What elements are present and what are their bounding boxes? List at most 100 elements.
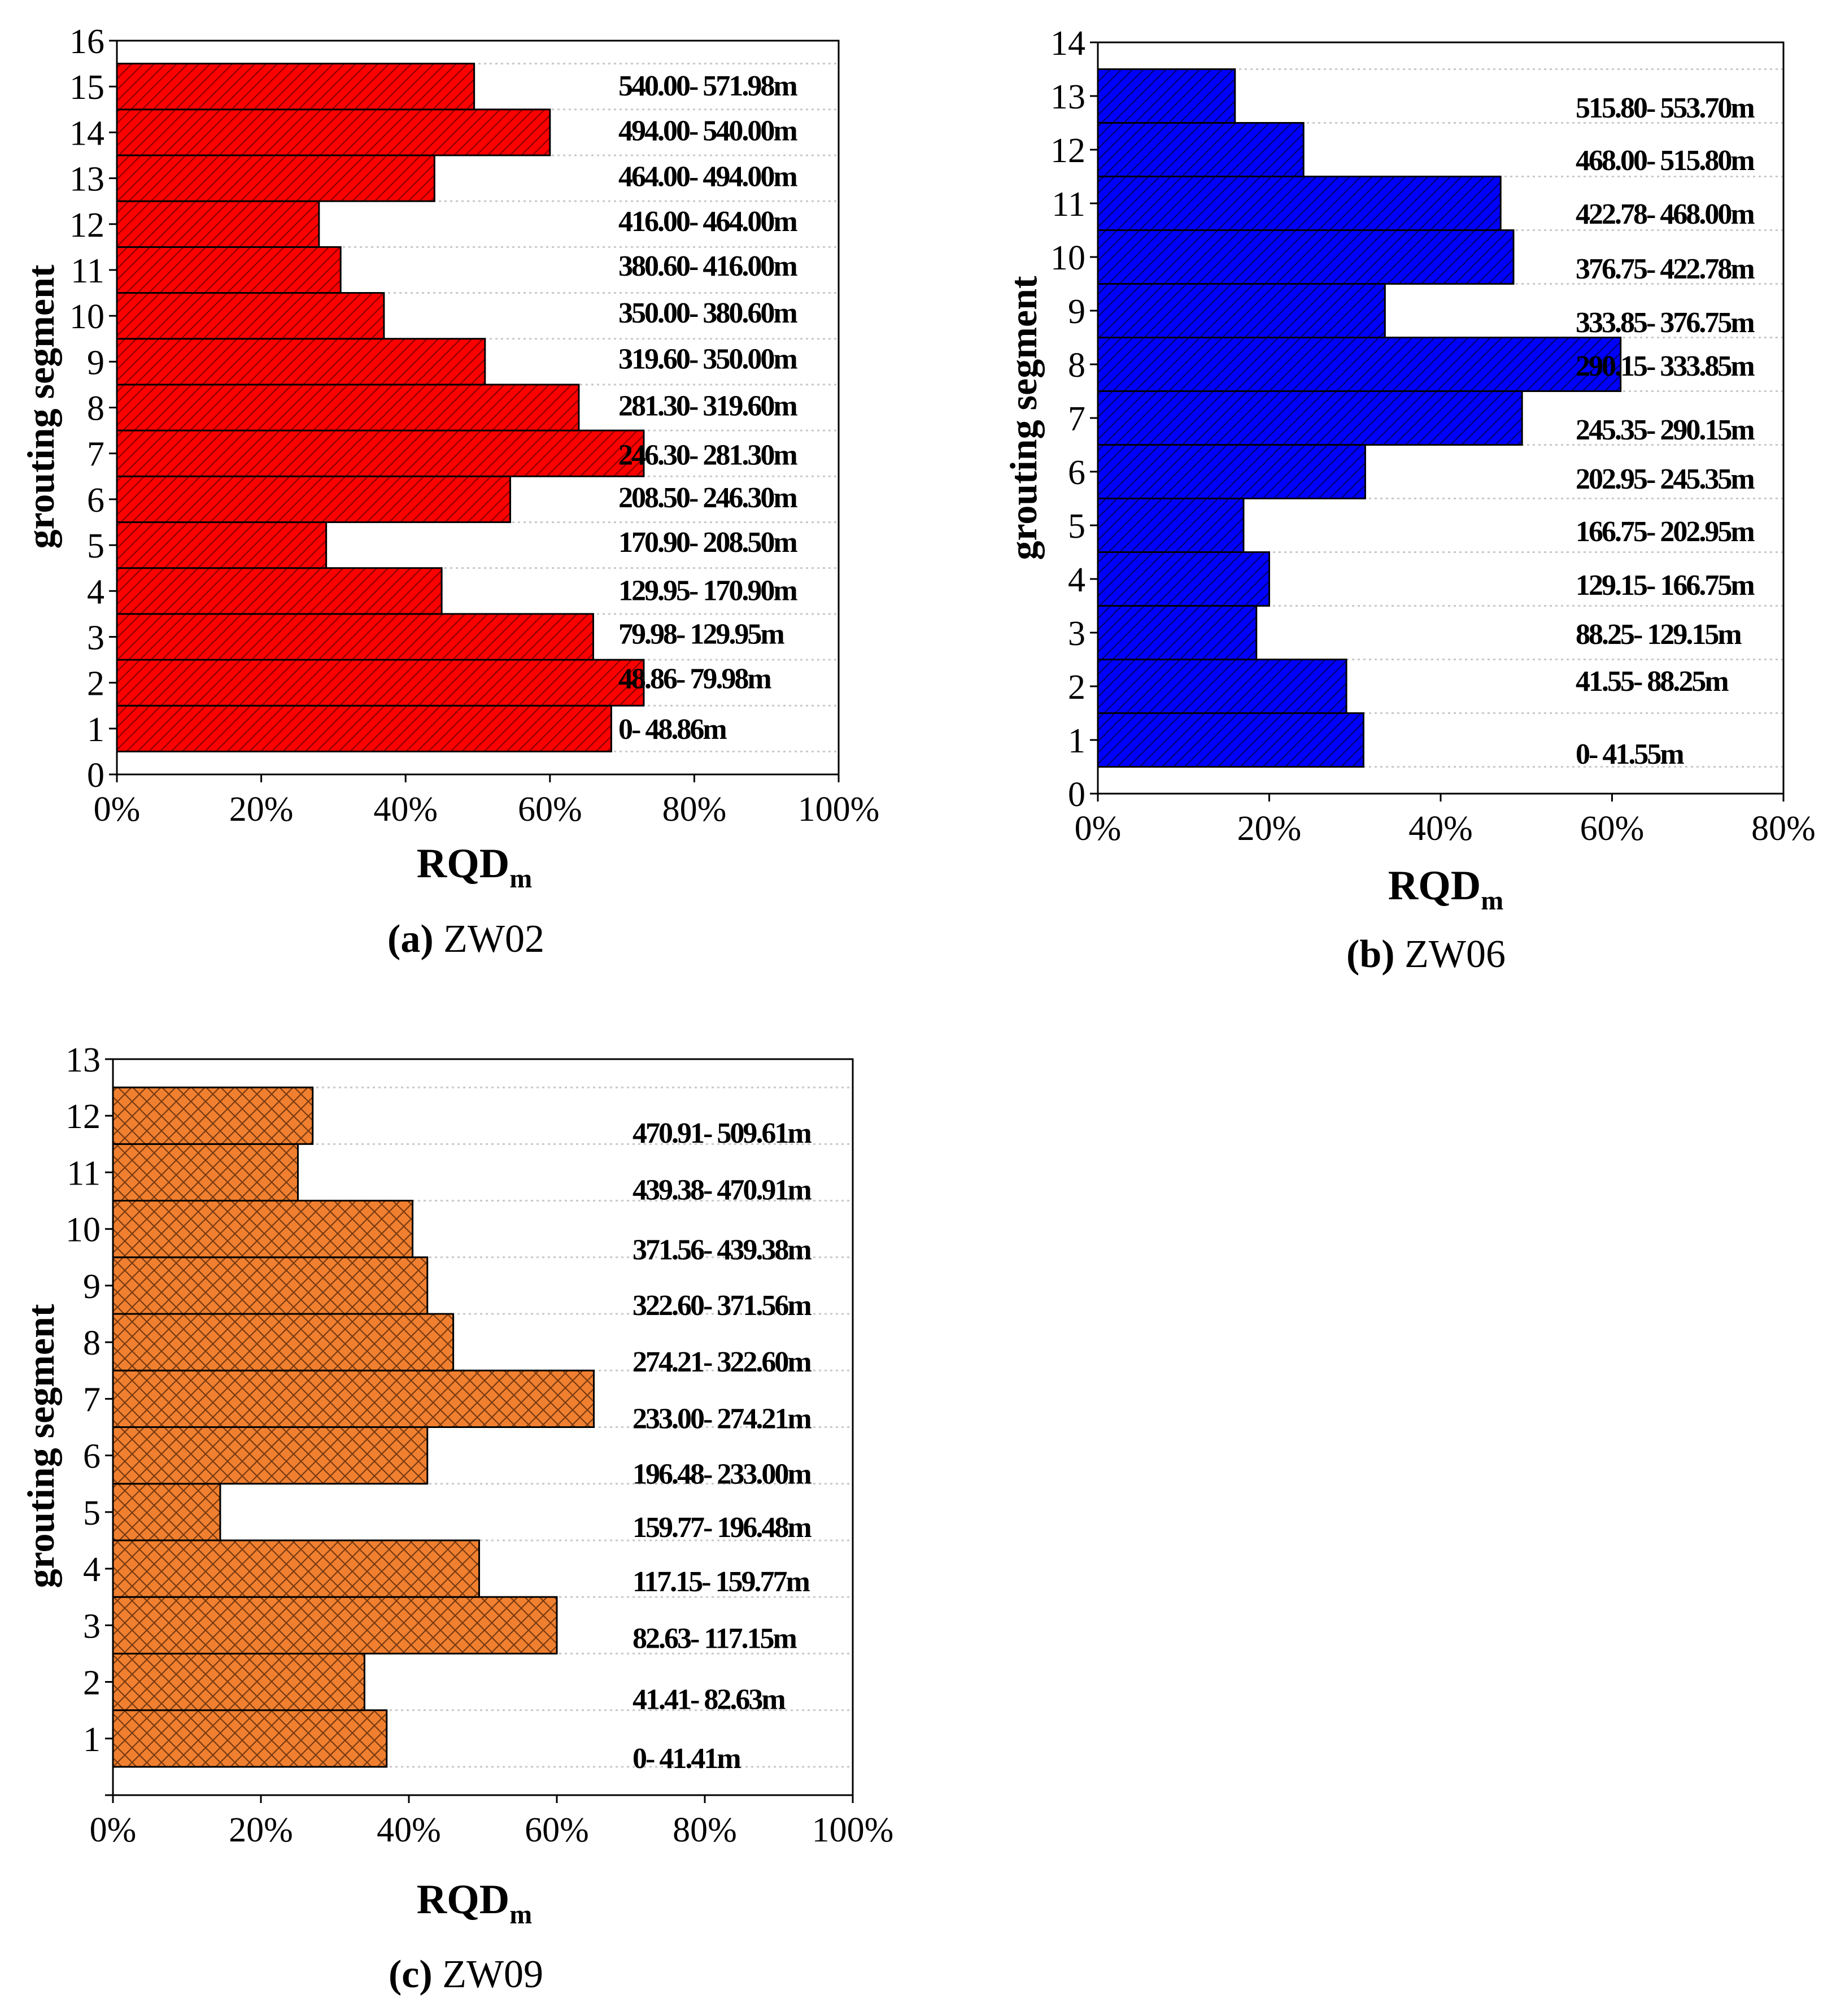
y-tick-label: 9 (83, 1268, 101, 1306)
segment-depth-label: 470.91- 509.61m (633, 1117, 812, 1149)
x-axis-title: RQDm (1388, 863, 1503, 916)
y-tick-label: 4 (83, 1551, 101, 1589)
segment-depth-label: 468.00- 515.80m (1576, 145, 1755, 177)
x-tick-label: 20% (229, 1811, 293, 1849)
bar-segment-5 (116, 521, 328, 569)
bar-series (116, 63, 645, 752)
segment-labels: 0- 48.86m 48.86- 79.98m 79.98- 129.95m 129.… (618, 70, 799, 746)
x-axis-title-subscript: m (509, 864, 532, 894)
y-tick-label: 3 (1068, 615, 1085, 653)
bar-segment-2 (112, 1652, 365, 1712)
bar-segment-12 (116, 200, 320, 248)
x-tick-label: 80% (1751, 809, 1816, 848)
bar-segment-8 (1097, 337, 1622, 392)
x-tick-label: 60% (518, 790, 582, 829)
y-tick-label: 13 (69, 160, 104, 199)
plot-frame (112, 1058, 854, 1796)
x-axis-title-main: RQD (417, 841, 509, 887)
y-tick-label: 11 (71, 252, 104, 290)
y-tick-label: 8 (1068, 346, 1085, 385)
y-axis-title: grouting segment (19, 264, 62, 548)
axes (105, 1058, 854, 1803)
bar-segment-3 (1097, 605, 1258, 660)
bar-segment-5 (112, 1483, 221, 1542)
segment-depth-label: 41.55- 88.25m (1576, 665, 1729, 698)
segment-depth-label: 245.35- 290.15m (1576, 414, 1755, 446)
caption-name: ZW06 (1405, 933, 1506, 976)
y-tick-label: 7 (87, 436, 104, 474)
y-tick-label: 0 (87, 756, 104, 795)
x-tick-label: 100% (812, 1811, 894, 1849)
y-tick-label: 11 (67, 1154, 101, 1192)
bar-segment-13 (1097, 68, 1236, 124)
bar-segment-12 (112, 1086, 314, 1145)
axes (1090, 41, 1785, 802)
segment-depth-label: 82.63- 117.15m (633, 1622, 797, 1654)
y-tick-label: 1 (83, 1721, 101, 1759)
x-tick-label: 0% (90, 1811, 137, 1849)
y-tick-label: 10 (69, 298, 104, 336)
segment-depth-label: 48.86- 79.98m (618, 663, 771, 695)
y-tick-label: 7 (1068, 400, 1085, 438)
x-tick-label: 80% (673, 1811, 737, 1849)
bar-segment-5 (1097, 498, 1245, 553)
bar-segment-1 (112, 1709, 388, 1768)
caption-letter: (c) (389, 1953, 433, 1996)
y-tick-label: 2 (1068, 668, 1085, 707)
segment-depth-label: 202.95- 245.35m (1576, 463, 1755, 495)
chart-caption: (a) ZW02 (387, 917, 544, 961)
segment-depth-label: 0- 41.55m (1576, 738, 1684, 770)
y-tick-label: 15 (69, 68, 104, 107)
x-tick-labels: 0% 20% 40% 60% 80% 100% (90, 1811, 894, 1849)
segment-depth-label: 129.95- 170.90m (618, 574, 797, 607)
bar-segment-9 (112, 1256, 429, 1315)
x-tick-label: 40% (1408, 809, 1473, 848)
bar-segment-7 (116, 429, 645, 477)
segment-depth-label: 88.25- 129.15m (1576, 619, 1742, 651)
y-tick-label: 3 (83, 1607, 101, 1645)
bar-segment-11 (116, 246, 342, 294)
bar-series (1097, 68, 1622, 768)
bar-segment-4 (1097, 551, 1270, 607)
segment-depth-label: 322.60- 371.56m (633, 1290, 812, 1322)
y-tick-label: 6 (1068, 454, 1085, 492)
segment-depth-label: 515.80- 553.70m (1576, 92, 1755, 124)
segment-depth-label: 319.60- 350.00m (618, 343, 797, 375)
segment-labels: 0- 41.55m 41.55- 88.25m 88.25- 129.15m 129.… (1576, 92, 1756, 770)
segment-depth-label: 233.00- 274.21m (633, 1403, 812, 1435)
grid-lines (113, 1086, 853, 1768)
y-tick-label: 8 (83, 1324, 101, 1362)
segment-depth-label: 376.75- 422.78m (1576, 253, 1755, 285)
y-tick-label: 3 (87, 619, 104, 657)
segment-depth-label: 494.00- 540.00m (618, 115, 797, 147)
segment-depth-label: 41.41- 82.63m (633, 1684, 786, 1716)
y-tick-label: 12 (69, 206, 104, 245)
chart-caption: (b) ZW06 (1346, 933, 1506, 976)
segment-depth-label: 274.21- 322.60m (633, 1346, 812, 1378)
bar-segment-1 (116, 704, 612, 752)
y-tick-label: 9 (87, 343, 104, 382)
y-tick-label: 16 (69, 23, 104, 61)
segment-depth-label: 464.00- 494.00m (618, 161, 797, 193)
y-tick-label: 6 (83, 1438, 101, 1476)
bar-segment-2 (116, 659, 645, 707)
bar-segment-13 (116, 154, 435, 202)
y-tick-label: 14 (69, 114, 104, 153)
segment-depth-label: 416.00- 464.00m (618, 206, 797, 238)
y-tick-label: 13 (66, 1041, 101, 1079)
x-tick-label: 60% (525, 1811, 589, 1849)
bar-series (112, 1086, 595, 1768)
segment-depth-label: 540.00- 571.98m (618, 70, 797, 102)
segment-depth-label: 380.60- 416.00m (618, 250, 797, 282)
segment-depth-label: 246.30- 281.30m (618, 439, 797, 472)
x-tick-label: 60% (1580, 809, 1645, 848)
bar-segment-4 (112, 1539, 480, 1598)
bar-segment-3 (116, 613, 594, 661)
segment-depth-label: 0- 48.86m (618, 713, 727, 746)
x-tick-label: 20% (229, 790, 294, 829)
y-tick-label: 1 (1068, 722, 1085, 760)
x-tick-labels: 0% 20% 40% 60% 80% (1075, 809, 1816, 848)
x-tick-label: 40% (373, 790, 438, 829)
